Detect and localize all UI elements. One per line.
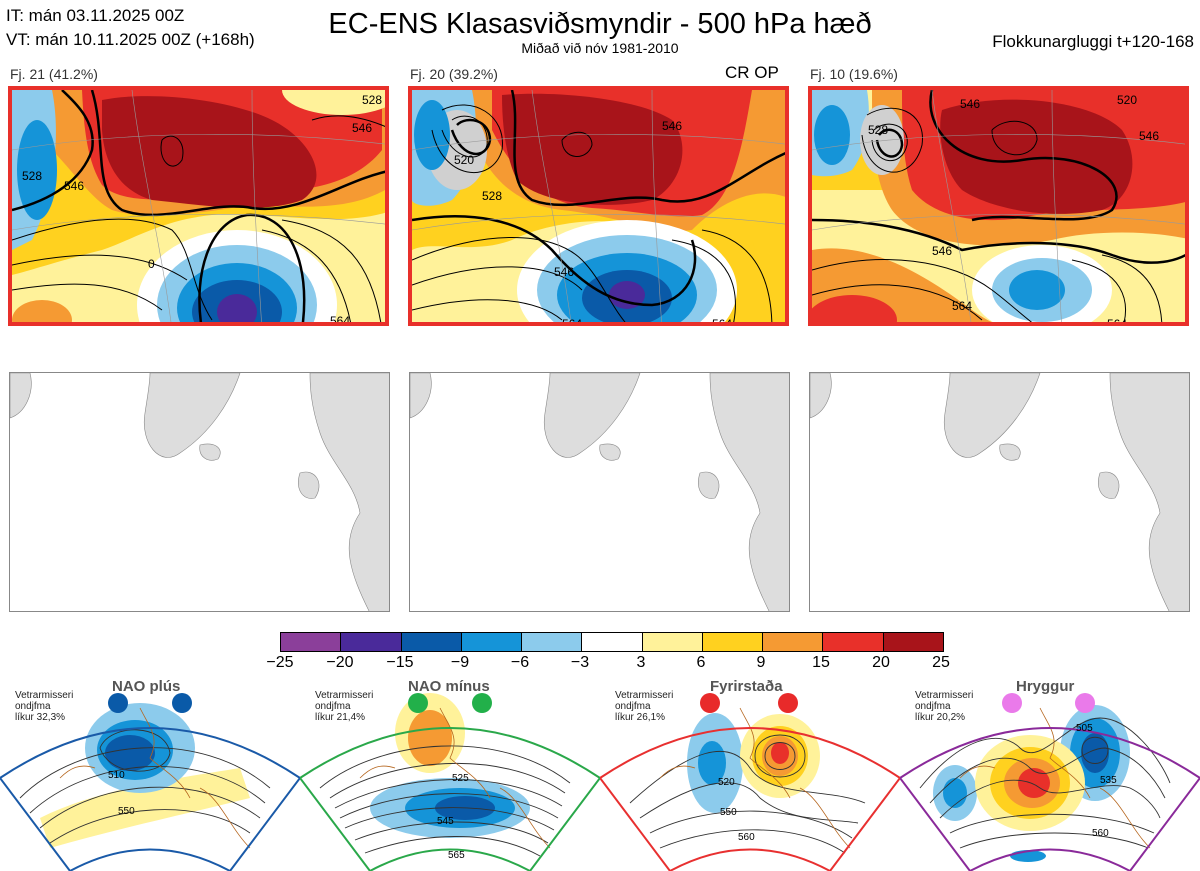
regime-probability: líkur 20,2%	[915, 712, 966, 723]
tick-label: −3	[570, 654, 590, 671]
valid-time: VT: mán 10.11.2025 00Z (+168h)	[6, 30, 255, 49]
regime-note-line: ondjfma	[915, 701, 951, 712]
regime-note-line: ondjfma	[615, 701, 651, 712]
contour-label: 546	[64, 179, 84, 193]
tick-label: −9	[450, 654, 470, 671]
contour-label: 546	[932, 244, 952, 258]
contour-label: 545	[437, 816, 454, 827]
cluster-1-map[interactable]: 546 528 546 0 564 528	[8, 86, 389, 326]
tick-label: 20	[872, 654, 890, 671]
classification-window: Flokkunargluggi t+120-168	[992, 32, 1194, 51]
empty-map-1	[9, 372, 390, 612]
color-scale-swatch	[341, 633, 402, 651]
regime-note: Vetrarmisseri ondjfma líkur 21,4%	[315, 690, 373, 723]
tick-label: −25	[266, 654, 294, 671]
contour-label: 528	[868, 123, 888, 137]
contour-label: 505	[1076, 723, 1093, 734]
regime-title: Fyrirstaða	[710, 678, 783, 695]
contour-label: 528	[362, 93, 382, 107]
contour-label: 564	[712, 317, 732, 326]
color-scale-swatch	[522, 633, 583, 651]
color-scale-swatch	[281, 633, 342, 651]
color-scale-swatch	[461, 633, 523, 651]
contour-label: 550	[720, 807, 737, 818]
contour-label: 0	[148, 257, 155, 271]
contour-label: 564	[330, 314, 350, 326]
tick-label: 9	[756, 654, 766, 671]
regime-probability: líkur 21,4%	[315, 712, 366, 723]
cluster-2-label: Fj. 20 (39.2%)	[410, 66, 498, 82]
regime-note-line: Vetrarmisseri	[915, 690, 974, 701]
regime-blocking: 520 550 560 Fyrirstaða Vetrarmisseri ond…	[600, 678, 900, 871]
color-scale-swatch	[702, 633, 764, 651]
contour-label: 564	[952, 299, 972, 313]
contour-label: 520	[454, 153, 474, 167]
tick-label: −6	[510, 654, 530, 671]
contour-label: 565	[448, 850, 465, 861]
regime-title: Hryggur	[1016, 678, 1075, 695]
contour-label: 560	[738, 832, 755, 843]
empty-map-2	[409, 372, 790, 612]
cluster-3-map[interactable]: 528 546 546 564 564 520 546	[808, 86, 1189, 326]
cluster-3-label: Fj. 10 (19.6%)	[810, 66, 898, 82]
contour-label: 510	[108, 770, 125, 781]
contour-label: 528	[22, 169, 42, 183]
tick-label: 25	[932, 654, 950, 671]
contour-label: 520	[1117, 93, 1137, 107]
regime-note-line: Vetrarmisseri	[15, 690, 74, 701]
header-info: IT: mán 03.11.2025 00Z VT: mán 10.11.202…	[6, 4, 255, 52]
regime-note-line: ondjfma	[315, 701, 351, 712]
contour-label: 525	[452, 773, 469, 784]
color-scale-swatch	[763, 633, 824, 651]
regime-nao-plus: 510 550 NAO plús Vetrarmisseri ondjfma l…	[0, 678, 300, 871]
contour-label: 546	[554, 265, 574, 279]
contour-label: 546	[1139, 129, 1159, 143]
contour-label: 546	[352, 121, 372, 135]
tick-label: −20	[326, 654, 354, 671]
regime-note: Vetrarmisseri ondjfma líkur 20,2%	[915, 690, 973, 723]
contour-label: 528	[482, 189, 502, 203]
regime-note-line: Vetrarmisseri	[615, 690, 674, 701]
page-subtitle: Miðað við nóv 1981-2010	[521, 40, 679, 56]
contour-label: 560	[1092, 828, 1109, 839]
contour-label: 535	[1100, 775, 1117, 786]
regime-nao-minus: 525 545 565 NAO mínus Vetrarmisseri ondj…	[300, 678, 600, 871]
contour-label: 564	[562, 317, 582, 326]
color-scale-bar	[280, 632, 944, 652]
control-operational-tag: CR OP	[725, 63, 779, 82]
color-scale-swatch	[642, 633, 703, 651]
regime-note-line: ondjfma	[15, 701, 51, 712]
contour-label: 546	[662, 119, 682, 133]
contour-label: 520	[718, 777, 735, 788]
contour-label: 546	[960, 97, 980, 111]
regime-probability: líkur 32,3%	[15, 712, 66, 723]
initial-time: IT: mán 03.11.2025 00Z	[6, 6, 185, 25]
contour-label: 550	[118, 806, 135, 817]
contour-label: 564	[1107, 317, 1127, 326]
regime-title: NAO plús	[112, 678, 181, 695]
empty-map-3	[809, 372, 1190, 612]
regime-probability: líkur 26,1%	[615, 712, 666, 723]
cluster-2-map[interactable]: 546 520 528 546 564 564	[408, 86, 789, 326]
color-scale-swatch	[582, 633, 643, 651]
tick-label: 6	[696, 654, 706, 671]
regime-note: Vetrarmisseri ondjfma líkur 32,3%	[15, 690, 73, 723]
regime-note-line: Vetrarmisseri	[315, 690, 374, 701]
color-scale-swatch	[401, 633, 462, 651]
tick-label: 3	[636, 654, 646, 671]
cluster-1-label: Fj. 21 (41.2%)	[10, 66, 98, 82]
page-title: EC-ENS Klasasviðsmyndir - 500 hPa hæð	[328, 8, 872, 40]
color-scale-swatch	[883, 633, 943, 651]
tick-label: −15	[386, 654, 414, 671]
color-scale-ticks: −25 −20 −15 −9 −6 −3 3 6 9 15 20 25	[255, 654, 967, 674]
regime-ridge: 505 535 560 Hryggur Vetrarmisseri ondjfm…	[900, 678, 1200, 871]
tick-label: 15	[812, 654, 830, 671]
regime-title: NAO mínus	[408, 678, 490, 695]
regime-note: Vetrarmisseri ondjfma líkur 26,1%	[615, 690, 673, 723]
color-scale-swatch	[823, 633, 884, 651]
